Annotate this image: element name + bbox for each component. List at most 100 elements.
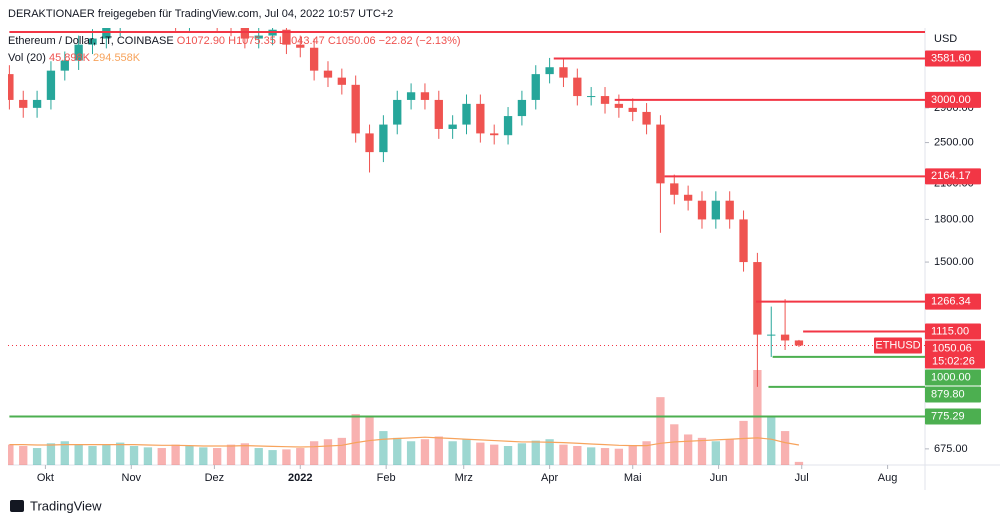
level-label-box [925, 293, 981, 310]
x-tick-label: Mai [624, 472, 642, 484]
volume-bar [406, 441, 416, 465]
candle-body [559, 67, 568, 78]
volume-bar [393, 437, 402, 465]
candle-body [573, 77, 582, 97]
publisher: DERAKTIONAER freigegeben für TradingView… [8, 8, 394, 20]
last-price-box [925, 340, 985, 369]
candle-body [60, 60, 69, 71]
level-label: 879.80 [931, 388, 965, 400]
last-price-label: 1050.06 [932, 342, 972, 354]
candle-body [379, 124, 388, 153]
volume-bar [337, 437, 346, 465]
x-tick-label: Nov [122, 472, 142, 484]
volume-bar [323, 439, 333, 465]
plot-area [8, 0, 925, 465]
candle-body [670, 183, 679, 195]
volume-bar [32, 448, 42, 465]
candle-body [476, 103, 485, 134]
candle-body [642, 111, 651, 125]
candle-body [697, 200, 707, 220]
volume-bar [157, 448, 166, 465]
candle-body [254, 35, 263, 39]
ohlc-low: L1043.47 [278, 35, 325, 47]
level-label: 3581.60 [931, 52, 971, 64]
x-tick-label: Okt [37, 472, 54, 484]
volume-bar [739, 420, 748, 465]
volume-bar [88, 446, 97, 465]
candle-body [739, 219, 748, 263]
volume-bar [753, 370, 762, 465]
volume-bar [282, 449, 291, 465]
volume-bar [600, 448, 610, 465]
volume-bar [559, 444, 568, 465]
candle-body [531, 74, 540, 100]
volume-bar [60, 441, 69, 465]
candle-body [656, 124, 665, 184]
volume-bar [102, 444, 111, 465]
candle-body [490, 133, 499, 136]
volume-bar [268, 450, 277, 465]
level-label-box [925, 91, 981, 108]
level-label: 1000.00 [931, 371, 971, 383]
candle-body [503, 116, 513, 136]
volume-bar [697, 437, 707, 465]
candle-body [88, 38, 97, 45]
x-tick-label: Apr [541, 472, 558, 484]
candle-body [406, 92, 416, 100]
level-label: 1115.00 [931, 325, 969, 337]
volume-bar [531, 440, 540, 465]
y-tick-label: 1800.00 [934, 213, 974, 225]
candle-body [282, 29, 291, 45]
volume-bar [143, 447, 153, 465]
volume-bar [213, 448, 222, 465]
candle-body [144, 0, 152, 5]
candle-body [420, 92, 430, 100]
x-tick-label: Jun [710, 472, 728, 484]
candle-body [8, 74, 14, 100]
volume-bar [725, 439, 734, 465]
candle-body [628, 107, 637, 112]
volume-bar [74, 444, 83, 465]
logo-icon [10, 500, 24, 512]
volume-bar [670, 424, 679, 465]
candle-body [545, 67, 554, 75]
volume-bar [490, 444, 499, 465]
candle-body [309, 47, 319, 71]
volume-bar [545, 439, 554, 465]
volume-bar [185, 446, 194, 465]
x-tick-label: Feb [377, 472, 396, 484]
volume-legend: Vol (20) 45.898K 294.558K [8, 52, 140, 64]
candle-body [365, 133, 374, 153]
candle-body [753, 262, 762, 335]
volume-value: 45.898K [48, 52, 90, 64]
x-tick-label: Mrz [455, 472, 473, 484]
volume-bar [573, 446, 582, 465]
volume-bar [199, 447, 208, 465]
y-tick-label: 1500.00 [934, 256, 974, 268]
volume-ma-value: 294.558K [93, 52, 141, 64]
symbol-tag: ETHUSD [875, 339, 920, 351]
ohlc-open: O1072.90 [176, 35, 226, 47]
candle-body [337, 77, 346, 85]
candle-body [46, 70, 56, 100]
candle-body [19, 99, 28, 108]
volume-bar [240, 443, 250, 465]
volume-bar [642, 441, 651, 465]
volume-ma-line [9, 436, 800, 448]
y-tick-label: 675.00 [934, 443, 968, 455]
symbol-tag-box [874, 337, 922, 354]
candle-body [434, 99, 443, 129]
volume-bar [46, 443, 56, 465]
x-tick-label: Dez [205, 472, 225, 484]
candle-body [767, 334, 776, 336]
candle-body [393, 99, 402, 125]
candle-body [711, 200, 720, 220]
volume-bar [351, 414, 360, 465]
y-tick-label: 2500.00 [934, 136, 974, 148]
volume-bar [794, 461, 804, 465]
level-label: 3000.00 [931, 94, 971, 106]
candle-body [462, 103, 471, 125]
ohlc-high: H1075.35 [228, 35, 276, 47]
volume-bar [171, 444, 180, 465]
